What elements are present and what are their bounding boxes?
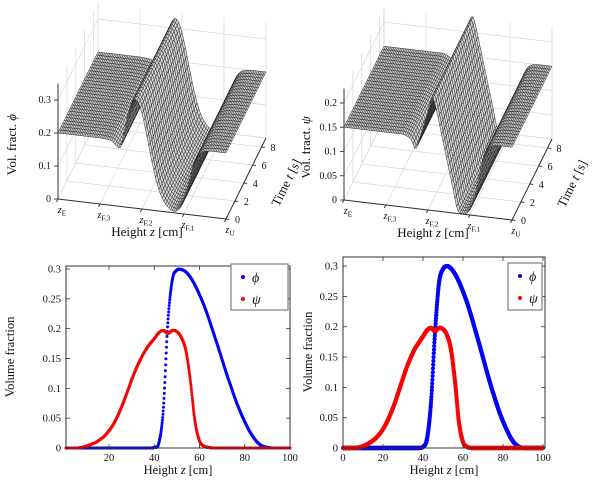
svg-text:80: 80 — [239, 453, 250, 464]
svg-text:40: 40 — [418, 453, 429, 464]
svg-text:0.15: 0.15 — [43, 354, 61, 365]
svg-text:0.2: 0.2 — [325, 322, 338, 333]
svg-text:60: 60 — [194, 453, 205, 464]
svg-text:60: 60 — [458, 453, 469, 464]
svg-text:100: 100 — [535, 453, 551, 464]
svg-text:80: 80 — [498, 453, 509, 464]
surface-canvas-phi — [0, 0, 302, 244]
svg-text:ϕ: ϕ — [252, 271, 259, 286]
profile-svg-right: 0 20 40 60 80 100 0 0.05 0.1 0.15 0.2 0.25 0.3 Height… — [302, 256, 551, 477]
svg-text:0.1: 0.1 — [48, 384, 61, 395]
svg-text:0: 0 — [340, 453, 345, 464]
svg-text:Volume fraction: Volume fraction — [3, 316, 17, 397]
svg-text:Height z [cm]: Height z [cm] — [144, 463, 213, 477]
svg-text:0.3: 0.3 — [48, 264, 61, 275]
svg-text:ϕ: ϕ — [529, 270, 536, 285]
svg-text:0.05: 0.05 — [43, 414, 61, 425]
surface-canvas-psi — [302, 0, 605, 244]
svg-text:0.05: 0.05 — [320, 413, 338, 424]
svg-text:0: 0 — [333, 444, 338, 455]
surface-plot-phi — [0, 0, 302, 244]
svg-text:40: 40 — [149, 453, 160, 464]
svg-text:0.1: 0.1 — [325, 383, 338, 394]
svg-text:20: 20 — [104, 453, 115, 464]
svg-text:0.3: 0.3 — [325, 262, 338, 273]
svg-text:0.25: 0.25 — [43, 294, 61, 305]
surface-plot-psi — [302, 0, 605, 244]
profile-plot-left: 20 40 60 80 100 0 0.05 0.1 0.15 0.2 0.25 0.3 Height … — [0, 244, 302, 488]
svg-text:0.2: 0.2 — [48, 324, 61, 335]
svg-text:ψ: ψ — [252, 293, 261, 308]
svg-text:ψ: ψ — [529, 292, 538, 307]
profile-plot-right: 0 20 40 60 80 100 0 0.05 0.1 0.15 0.2 0.25 0.3 Height… — [302, 244, 605, 488]
svg-text:0.25: 0.25 — [320, 292, 338, 303]
svg-text:20: 20 — [378, 453, 389, 464]
svg-text:0: 0 — [56, 444, 61, 455]
svg-text:100: 100 — [282, 453, 298, 464]
svg-text:0.15: 0.15 — [320, 353, 338, 364]
svg-text:Volume fraction: Volume fraction — [302, 311, 315, 392]
svg-text:Height z [cm]: Height z [cm] — [410, 463, 479, 477]
profile-svg-left: 20 40 60 80 100 0 0.05 0.1 0.15 0.2 0.25 0.3 Height … — [3, 263, 298, 477]
